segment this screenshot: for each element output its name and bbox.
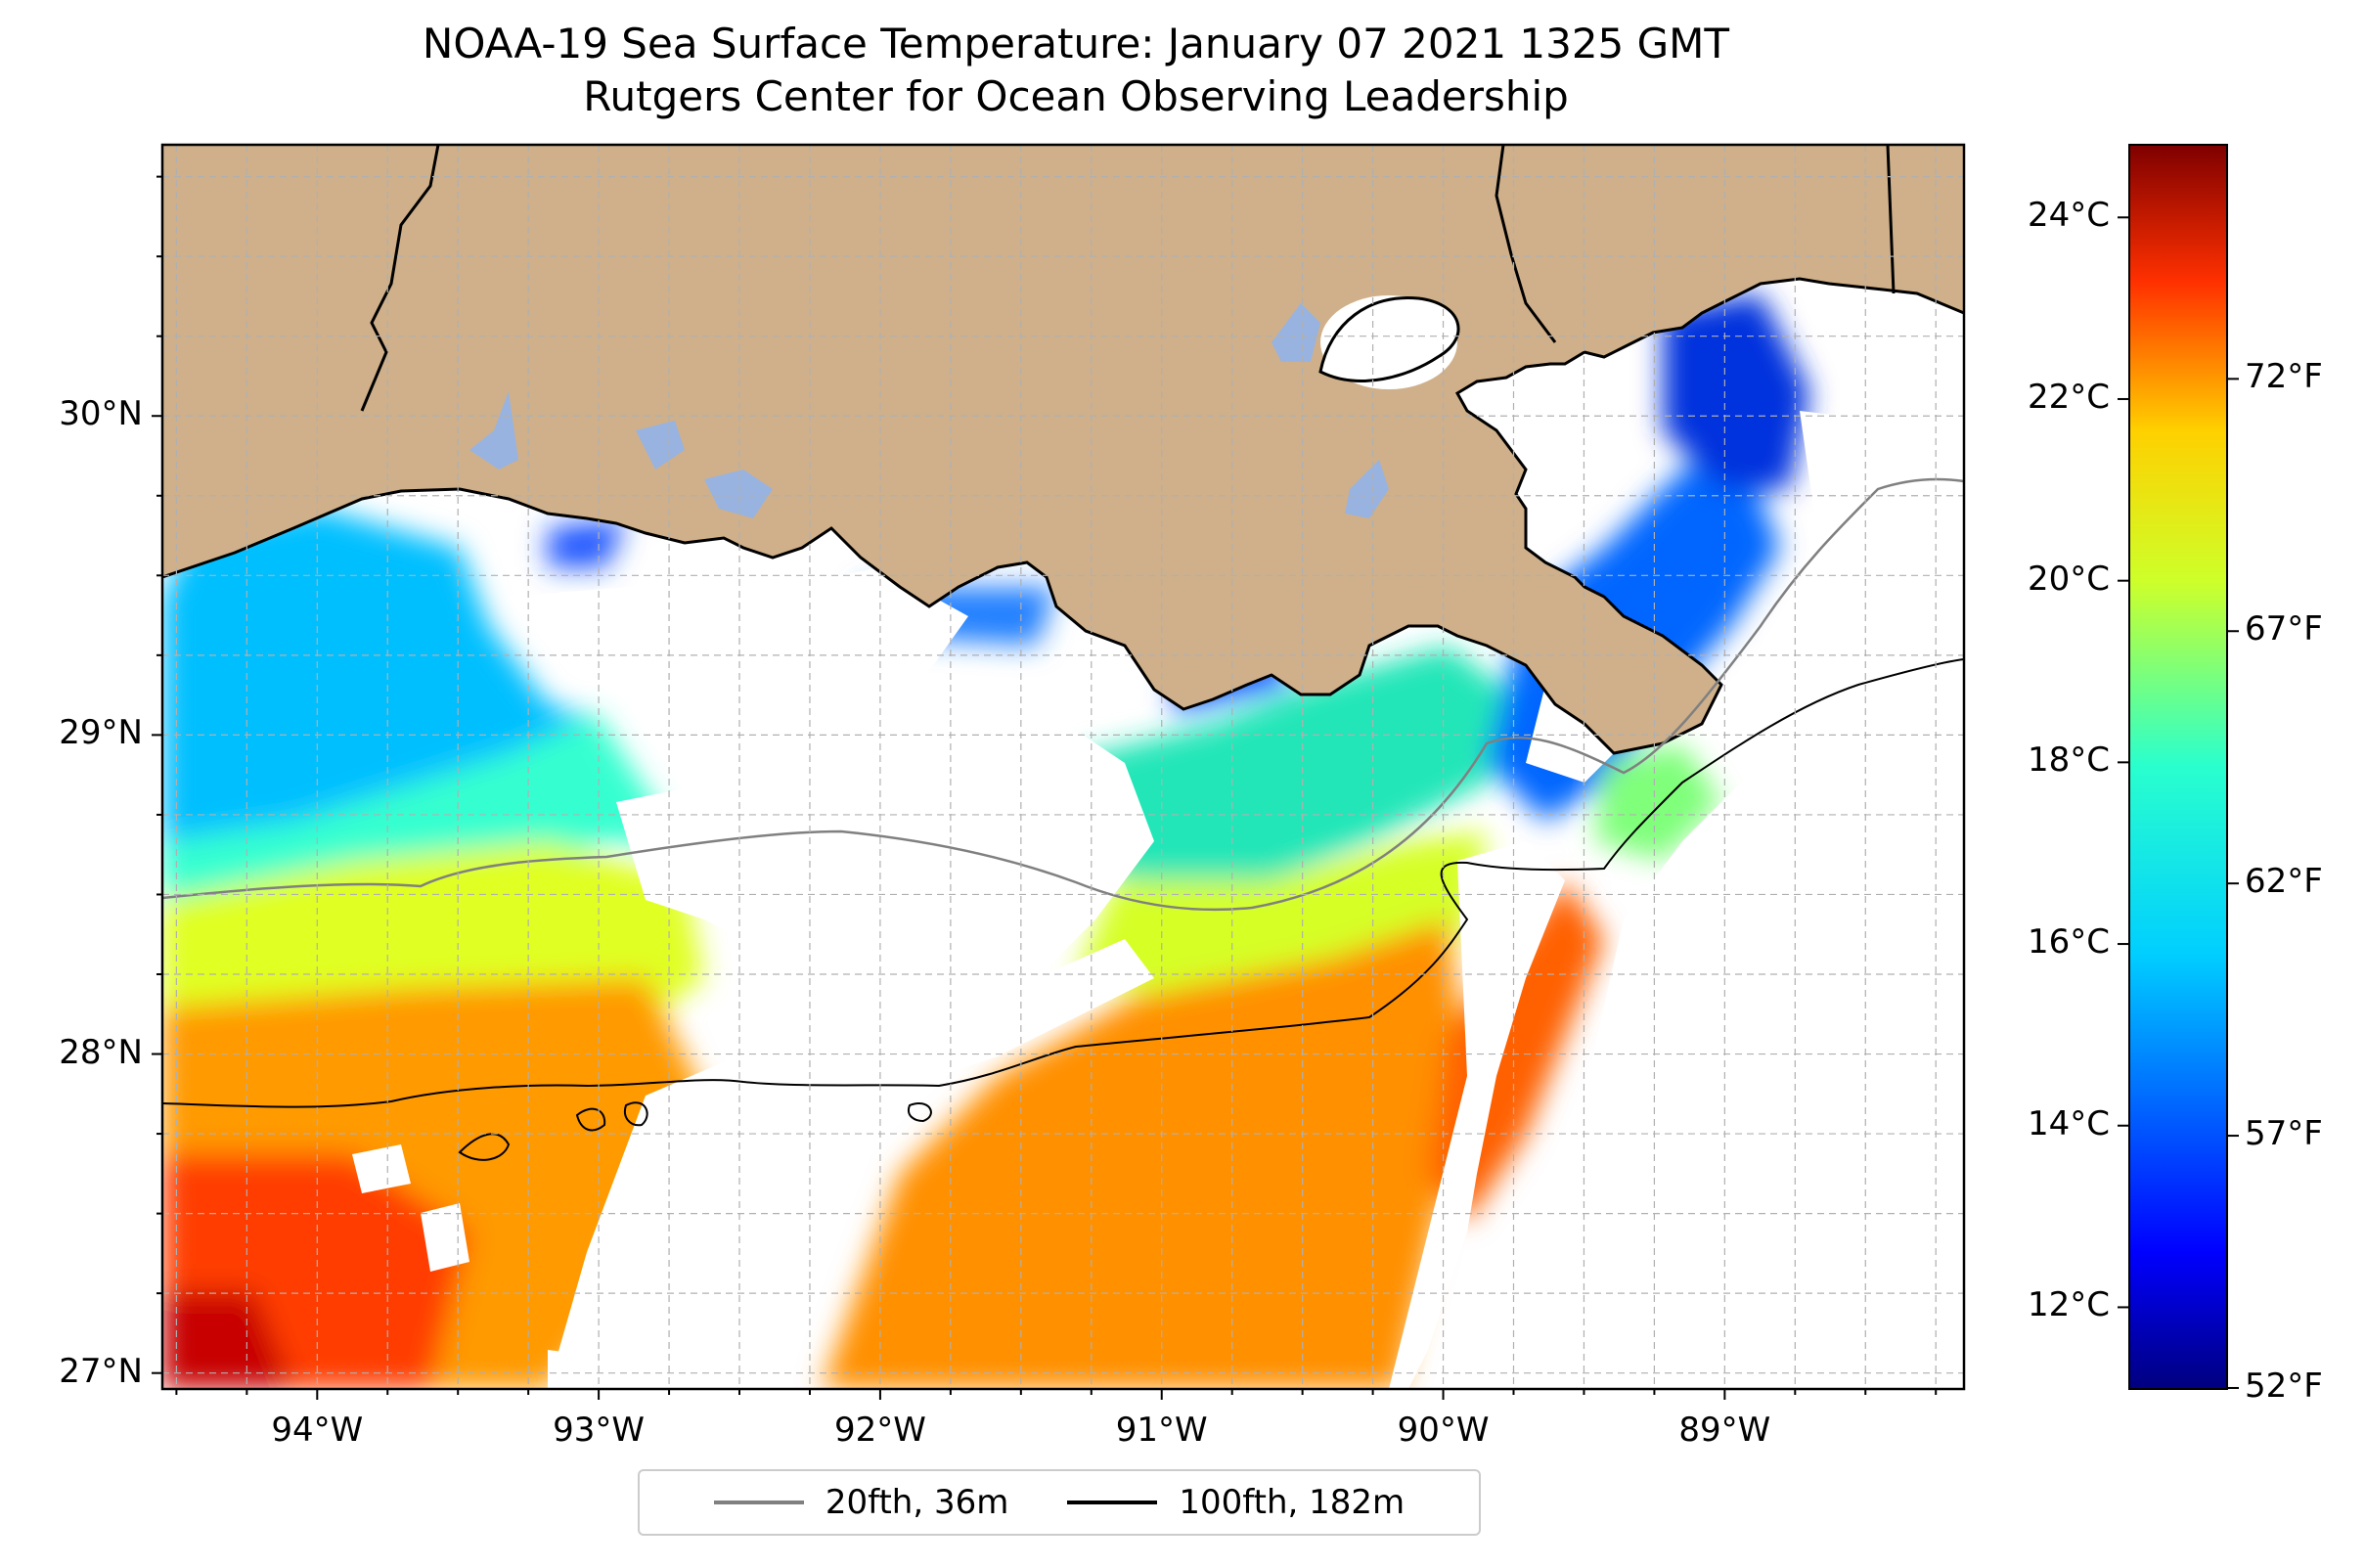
lon-tick-label: 89°W — [1678, 1411, 1771, 1450]
lat-tick-label: 30°N — [59, 394, 143, 434]
colorbar-fahrenheit-label: 52°F — [2245, 1366, 2323, 1406]
colorbar-celsius-label: 24°C — [2027, 196, 2110, 236]
colorbar-fahrenheit-label: 72°F — [2245, 357, 2323, 397]
lon-tick-label: 90°W — [1397, 1411, 1490, 1450]
lon-tick-label: 93°W — [553, 1411, 646, 1450]
title-line-2: Rutgers Center for Ocean Observing Leade… — [583, 72, 1569, 120]
colorbar-celsius-label: 22°C — [2027, 377, 2110, 417]
colorbar-fahrenheit-label: 57°F — [2245, 1114, 2323, 1154]
legend-entry-20fth: 20fth, 36m — [713, 1483, 1009, 1522]
legend-entry-100fth: 100fth, 182m — [1067, 1483, 1405, 1522]
legend-swatch-20fth — [713, 1501, 804, 1504]
title-line-1: NOAA-19 Sea Surface Temperature: January… — [422, 20, 1730, 67]
chart-title: NOAA-19 Sea Surface Temperature: January… — [0, 18, 2152, 123]
lat-tick-label: 28°N — [59, 1032, 143, 1072]
axis-ticks — [152, 175, 1938, 1400]
lon-tick-label: 94°W — [271, 1411, 364, 1450]
lon-tick-label: 92°W — [833, 1411, 926, 1450]
colorbar-celsius-label: 12°C — [2027, 1285, 2110, 1325]
colorbar-celsius-label: 14°C — [2027, 1103, 2110, 1143]
colorbar-fahrenheit-label: 62°F — [2245, 862, 2323, 902]
lat-tick-label: 29°N — [59, 713, 143, 753]
sst-field — [162, 293, 1964, 1389]
legend-label-20fth: 20fth, 36m — [825, 1483, 1009, 1522]
colorbar-fahrenheit-label: 67°F — [2245, 609, 2323, 650]
legend-label-100fth: 100fth, 182m — [1179, 1483, 1406, 1522]
colorbar-ticks — [2118, 216, 2239, 1389]
colorbar-celsius-label: 18°C — [2027, 740, 2110, 781]
map-gridlines — [162, 145, 1964, 1389]
lon-tick-label: 91°W — [1115, 1411, 1208, 1450]
legend: 20fth, 36m 100fth, 182m — [638, 1469, 1481, 1536]
legend-swatch-100fth — [1067, 1501, 1158, 1504]
lat-tick-label: 27°N — [59, 1351, 143, 1391]
colorbar-celsius-label: 16°C — [2027, 922, 2110, 963]
colorbar — [2128, 144, 2228, 1390]
colorbar-celsius-label: 20°C — [2027, 559, 2110, 599]
